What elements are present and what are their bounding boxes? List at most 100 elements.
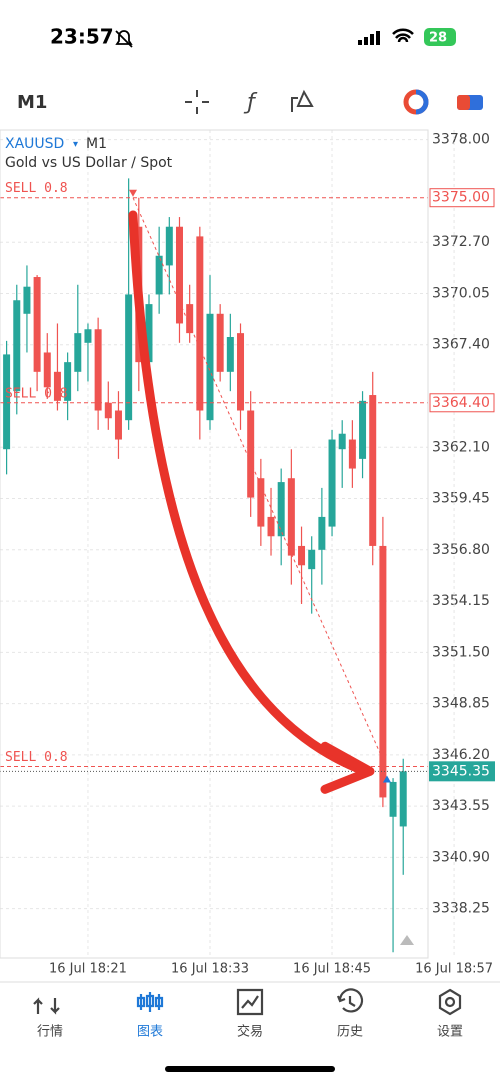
candle-body	[23, 286, 31, 314]
objects-button[interactable]	[291, 89, 314, 112]
mute-icon	[115, 30, 133, 48]
symbol-dropdown[interactable]: ▾	[73, 139, 78, 150]
candle-body	[318, 516, 326, 550]
candle-body	[53, 371, 61, 401]
candle-body	[389, 781, 397, 817]
y-tick-label: 3356.80	[432, 542, 490, 558]
candle-body	[379, 545, 387, 798]
candle-body	[175, 226, 183, 324]
order-label: SELL 0.8	[5, 386, 68, 401]
candle-body	[64, 362, 72, 401]
nav-label[interactable]: 历史	[337, 1025, 363, 1040]
y-tick-label: 3340.90	[432, 849, 490, 865]
y-tick-label: 3370.05	[432, 285, 490, 301]
candle-body	[196, 236, 204, 411]
candle-body	[206, 313, 214, 421]
nav-icon[interactable]	[33, 997, 60, 1015]
status-time: 23:57	[50, 25, 114, 49]
entry-arrow	[129, 189, 137, 197]
y-tick-label: 3348.85	[432, 696, 490, 712]
exit-arrow	[383, 775, 391, 783]
candle-body	[338, 433, 346, 450]
candle-body	[216, 313, 224, 372]
nav-icon[interactable]	[336, 988, 364, 1013]
candle-body	[114, 410, 122, 440]
nav-items: 行情 图表 交易 历史 设置	[33, 988, 463, 1040]
candle-body	[145, 304, 153, 363]
y-tick-label: 3346.20	[432, 747, 490, 763]
order-price-box	[429, 393, 495, 413]
candle-body	[399, 771, 407, 827]
symbol-description: Gold vs US Dollar / Spot	[5, 155, 173, 171]
nav-label[interactable]: 设置	[437, 1025, 463, 1040]
order-price-label: 3364.40	[432, 395, 490, 411]
chart-frame	[0, 129, 429, 959]
y-tick-label: 3372.70	[432, 234, 490, 250]
nav-label[interactable]: 交易	[237, 1024, 263, 1040]
candle-body	[84, 329, 92, 343]
candle-body	[369, 395, 377, 546]
candle-body	[348, 439, 356, 469]
x-tick-label: 16 Jul 18:57	[415, 962, 493, 977]
candle-body	[165, 226, 173, 266]
candle-body	[104, 402, 112, 419]
signal-icon	[358, 31, 380, 45]
chart-timeframe: M1	[86, 136, 107, 152]
y-tick-label: 3354.15	[432, 593, 490, 609]
candle-body	[43, 352, 51, 388]
order-price-label: 3375.00	[432, 190, 490, 206]
candle-body	[308, 549, 316, 570]
y-tick-label: 3359.45	[432, 491, 490, 507]
candle-body	[247, 410, 255, 498]
nav-label[interactable]: 行情	[37, 1025, 63, 1040]
trade-button-half	[415, 89, 429, 115]
chart: 3378.00 3372.70 3370.05 3367.40 3362.10 3359.…	[0, 130, 495, 977]
y-tick-label: 3338.25	[432, 901, 490, 917]
x-tick-label: 16 Jul 18:33	[171, 962, 249, 977]
candle-body	[287, 478, 295, 556]
y-tick-label: 3362.10	[432, 439, 490, 455]
nav-icon[interactable]	[136, 992, 164, 1012]
candle-body	[74, 333, 82, 372]
candle-body	[226, 337, 234, 372]
x-tick-label: 16 Jul 18:21	[49, 962, 127, 977]
scroll-marker	[400, 935, 414, 945]
candle-body	[328, 439, 336, 527]
battery	[424, 28, 456, 46]
candle-body	[186, 304, 194, 334]
annotation-arrowhead	[320, 741, 375, 794]
candle-body	[257, 478, 265, 527]
nav-icon[interactable]	[438, 988, 462, 1016]
y-tick-label: 3378.00	[432, 132, 490, 148]
candle-body	[277, 482, 285, 537]
indicator-button[interactable]: ƒ	[243, 90, 258, 115]
candle-body	[237, 333, 245, 411]
order-price-box	[429, 188, 495, 208]
candle-body	[3, 354, 11, 450]
trade-link	[132, 197, 387, 767]
candle-body	[33, 277, 41, 372]
current-price-label: 3345.35	[432, 763, 490, 779]
nav-label[interactable]: 图表	[137, 1025, 163, 1040]
annotation-arrow	[128, 210, 370, 776]
symbol[interactable]: XAUUSD	[5, 136, 64, 152]
y-tick-label: 3351.50	[432, 644, 490, 660]
x-tick-label: 16 Jul 18:45	[293, 962, 371, 977]
candle-body	[359, 400, 367, 459]
y-tick-label: 3343.55	[432, 798, 490, 814]
candle-body	[94, 329, 102, 411]
wifi-icon	[392, 28, 414, 43]
nav-icon[interactable]	[236, 988, 264, 1016]
order-label: SELL 0.8	[5, 181, 68, 196]
candle-body	[155, 255, 163, 295]
y-tick-label: 3367.40	[432, 337, 490, 353]
timeframe-button[interactable]: M1	[17, 92, 47, 113]
current-price-box	[429, 761, 495, 782]
candle-body	[267, 516, 275, 537]
candle-body	[13, 300, 21, 392]
crosshair-button[interactable]	[185, 90, 209, 114]
battery-level: 28	[429, 31, 447, 46]
candle-body	[298, 545, 306, 566]
